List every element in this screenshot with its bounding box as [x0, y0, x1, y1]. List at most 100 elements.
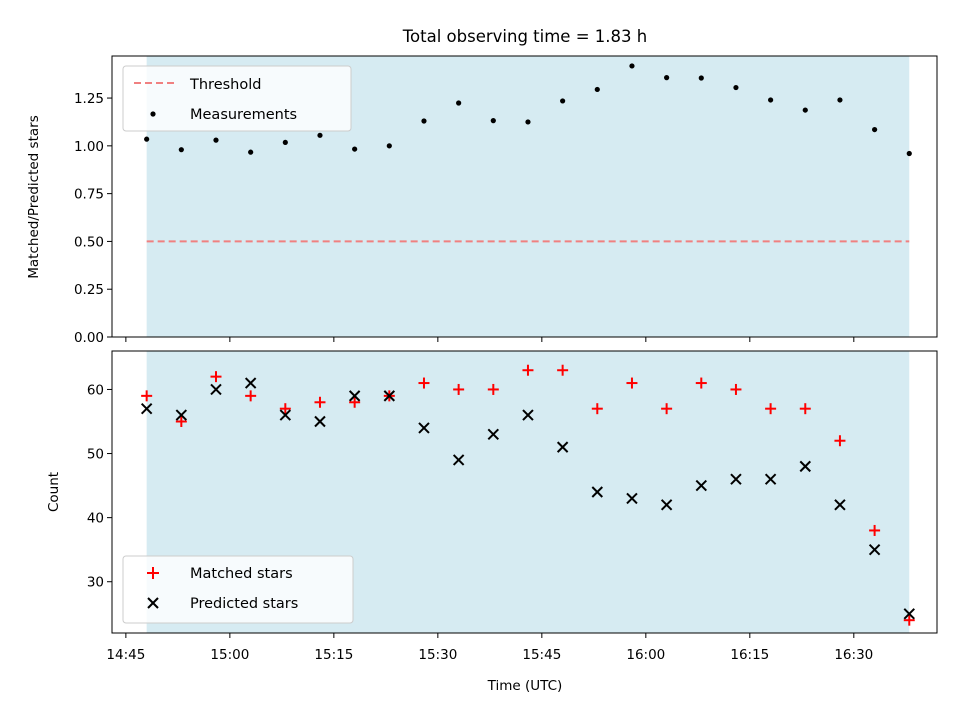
matched-star-point — [903, 614, 915, 626]
measurement-point — [178, 147, 184, 153]
matched-star-point — [695, 377, 707, 389]
top-y-tick-label: 0.25 — [74, 282, 104, 298]
top-y-tick-label: 1.25 — [74, 91, 104, 107]
top-y-ticks: 0.00 0.25 0.50 0.75 1.00 1.25 — [74, 91, 112, 346]
matched-star-point — [799, 403, 811, 415]
matched-star-point — [591, 403, 603, 415]
x-tick-label: 16:00 — [626, 647, 665, 663]
top-chart-title: Total observing time = 1.83 h — [402, 27, 647, 46]
legend-measurements-swatch — [150, 111, 156, 117]
top-y-tick-label: 0.50 — [74, 234, 104, 250]
matched-star-point — [418, 377, 430, 389]
predicted-star-point — [522, 409, 534, 421]
legend-matched-label: Matched stars — [190, 566, 293, 582]
measurement-point — [490, 118, 496, 124]
x-tick-label: 15:15 — [314, 647, 353, 663]
x-tick-label: 16:30 — [834, 647, 873, 663]
top-legend-box — [122, 65, 352, 132]
predicted-star-point — [383, 390, 396, 402]
matched-star-point — [279, 403, 291, 415]
measurement-point — [837, 97, 843, 103]
x-tick-label: 15:00 — [210, 647, 249, 663]
matched-star-point — [869, 524, 881, 536]
measurement-point — [248, 149, 254, 155]
x-tick-label: 15:45 — [522, 647, 561, 663]
top-axes-frame — [111, 55, 938, 338]
predicted-star-point — [591, 486, 604, 498]
predicted-star-point — [418, 422, 430, 434]
measurement-point — [525, 119, 531, 125]
legend-predicted-label: Predicted stars — [190, 596, 298, 612]
predicted-star-point — [868, 543, 881, 556]
predicted-star-point — [660, 499, 673, 511]
measurement-points — [144, 63, 912, 157]
x-tick-label: 16:15 — [730, 647, 769, 663]
measurement-point — [698, 75, 704, 81]
top-y-tick-label: 0.00 — [74, 330, 104, 346]
bottom-x-ticks: 14:45 15:00 15:15 15:30 15:45 16:00 16:15 16:30 — [106, 633, 873, 663]
measurement-point — [386, 143, 392, 149]
x-tick-label: 14:45 — [106, 647, 145, 663]
legend-measurements-label: Measurements — [190, 107, 297, 123]
predicted-star-point — [799, 460, 811, 473]
bottom-y-tick-label: 30 — [87, 575, 104, 591]
predicted-star-point — [903, 608, 915, 620]
matched-star-point — [175, 416, 187, 427]
measurement-point — [768, 97, 774, 103]
matched-star-point — [453, 383, 465, 395]
measurement-point — [456, 100, 462, 106]
measurement-point — [733, 84, 739, 91]
bottom-y-tick-label: 40 — [87, 511, 104, 527]
bottom-y-tick-label: 60 — [87, 382, 104, 398]
predicted-star-point — [210, 383, 222, 396]
matched-star-point — [141, 390, 153, 402]
legend-threshold-label: Threshold — [189, 77, 261, 93]
measurement-point — [317, 132, 323, 138]
measurement-point — [352, 146, 358, 152]
matched-star-point — [730, 383, 742, 395]
measurement-point — [421, 118, 427, 124]
predicted-star-point — [730, 473, 742, 485]
predicted-star-point — [452, 454, 465, 466]
matched-stars-points — [141, 364, 915, 626]
bottom-y-tick-label: 50 — [87, 447, 104, 463]
predicted-star-point — [314, 415, 326, 428]
predicted-star-point — [140, 402, 153, 415]
measurement-point — [213, 137, 219, 143]
predicted-star-point — [556, 441, 569, 453]
bottom-axes-frame — [111, 350, 938, 634]
predicted-star-point — [348, 390, 361, 402]
legend-matched-swatch — [147, 567, 159, 579]
x-tick-label: 15:30 — [418, 647, 457, 663]
measurement-point — [664, 75, 670, 81]
top-x-ticks — [125, 337, 855, 342]
legend-predicted-swatch — [147, 597, 159, 609]
predicted-star-point — [834, 499, 846, 511]
matched-star-point — [314, 396, 326, 408]
predicted-stars-points — [140, 377, 915, 620]
predicted-star-point — [487, 428, 500, 441]
matched-star-point — [210, 371, 222, 383]
matched-star-point — [834, 435, 846, 447]
measurement-point — [282, 139, 288, 146]
bottom-legend: Matched stars Predicted stars — [122, 555, 354, 624]
matched-star-point — [522, 364, 534, 376]
x-axis-label: Time (UTC) — [487, 678, 563, 694]
top-y-tick-label: 1.00 — [74, 139, 104, 155]
predicted-star-point — [764, 473, 777, 485]
matched-star-point — [661, 403, 673, 415]
top-legend: Threshold Measurements — [122, 65, 352, 132]
predicted-star-point — [626, 492, 638, 505]
matched-star-point — [349, 396, 361, 408]
top-panel: 0.00 0.25 0.50 0.75 1.00 1.25 Matched/Predict… — [26, 55, 938, 346]
predicted-star-point — [244, 377, 257, 389]
top-y-axis-label: Matched/Predicted stars — [26, 115, 42, 278]
measurement-point — [802, 107, 808, 113]
matched-star-point — [245, 390, 257, 402]
bottom-y-ticks: 30 40 50 60 — [87, 382, 112, 591]
bottom-y-axis-label: Count — [46, 472, 62, 512]
measurement-point — [560, 98, 566, 104]
measurement-point — [144, 136, 150, 142]
top-y-tick-label: 0.75 — [74, 187, 104, 203]
